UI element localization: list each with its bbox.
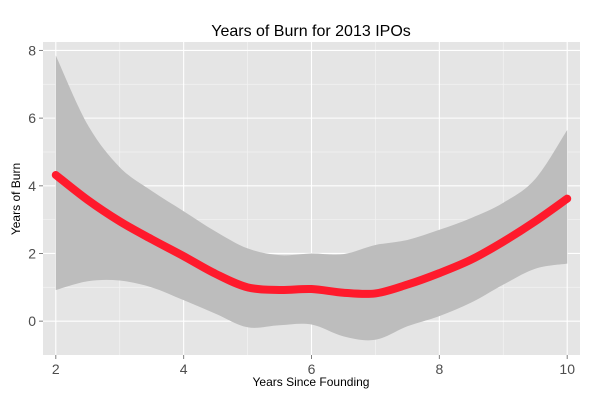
x-tick-label: 4	[180, 361, 188, 377]
trend-line	[51, 170, 572, 298]
x-tick-label: 10	[559, 361, 575, 377]
chart-title: Years of Burn for 2013 IPOs	[211, 23, 411, 40]
x-axis-title: Years Since Founding	[253, 375, 370, 389]
x-tick-label: 6	[308, 361, 316, 377]
x-axis: 2 4 6 8 10	[52, 355, 575, 377]
y-tick-label: 2	[28, 245, 36, 261]
y-tick-label: 6	[28, 110, 36, 126]
y-tick-label: 4	[28, 178, 36, 194]
y-tick-label: 0	[28, 313, 36, 329]
y-axis: 0 2 4 6 8	[28, 42, 43, 329]
x-tick-label: 2	[52, 361, 60, 377]
y-tick-label: 8	[28, 42, 36, 58]
x-tick-label: 8	[435, 361, 443, 377]
y-axis-title: Years of Burn	[9, 163, 23, 235]
